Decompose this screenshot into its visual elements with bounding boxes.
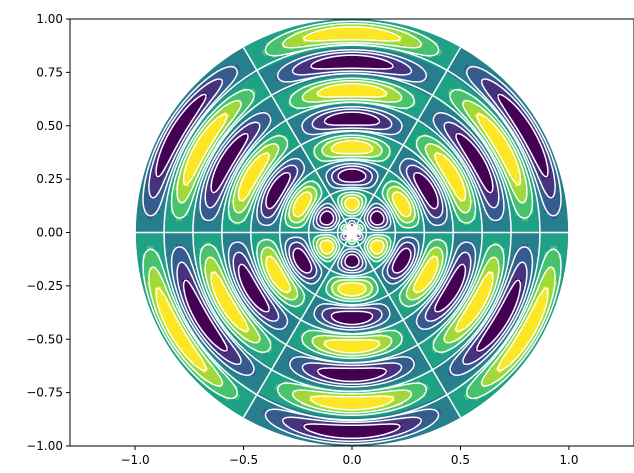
contour-line-negative	[142, 49, 562, 445]
contour-zero-ray	[351, 232, 462, 418]
y-tick-label: 0.75	[36, 65, 63, 79]
x-tick-label: 1.0	[559, 453, 578, 467]
contour-zero-ray	[242, 232, 353, 418]
contour-line-negative	[155, 54, 549, 440]
contour-line-positive	[155, 25, 549, 411]
y-tick-label: 0.25	[36, 172, 63, 186]
contour-line-negative	[148, 51, 556, 442]
plot-axes: −1.0 −0.5 0.0 0.5 1.0 −1.00 −0.75 −0.50 −0.25 0.0…	[26, 12, 634, 467]
contour-line-positive	[148, 23, 556, 414]
y-tick-label: −1.00	[26, 439, 63, 453]
x-tick-label: 0.5	[451, 453, 470, 467]
y-tick-label: 0.00	[36, 226, 63, 240]
x-tick-label: 0.0	[342, 453, 361, 467]
contour-zero-ray	[242, 47, 353, 233]
y-tick-label: 0.50	[36, 119, 63, 133]
y-tick-label: 1.00	[36, 12, 63, 26]
x-tick-label: −1.0	[121, 453, 150, 467]
x-tick-label: −0.5	[229, 453, 258, 467]
contour-line-positive	[142, 20, 562, 416]
y-tick-label: −0.25	[26, 279, 63, 293]
y-tick-label: −0.75	[26, 386, 63, 400]
contour-zero-ray	[351, 47, 462, 233]
y-tick-label: −0.50	[26, 332, 63, 346]
contour-lines	[134, 19, 570, 446]
